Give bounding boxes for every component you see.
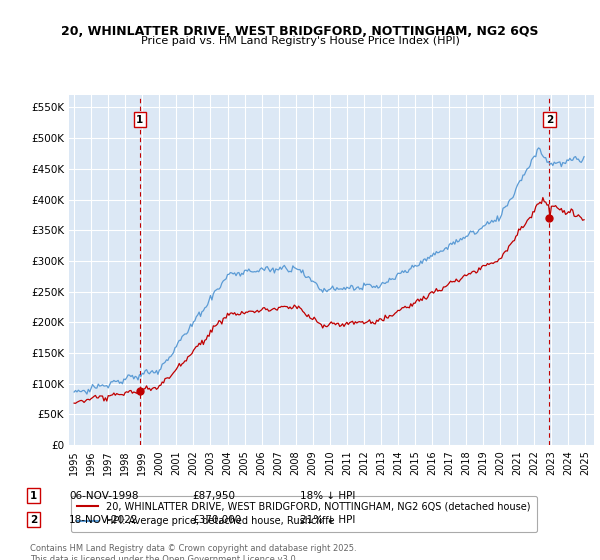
Legend: 20, WHINLATTER DRIVE, WEST BRIDGFORD, NOTTINGHAM, NG2 6QS (detached house), HPI:: 20, WHINLATTER DRIVE, WEST BRIDGFORD, NO… <box>71 496 536 532</box>
Text: 1: 1 <box>136 115 143 125</box>
Text: £370,000: £370,000 <box>192 515 241 525</box>
Text: Contains HM Land Registry data © Crown copyright and database right 2025.
This d: Contains HM Land Registry data © Crown c… <box>30 544 356 560</box>
Text: 06-NOV-1998: 06-NOV-1998 <box>69 491 139 501</box>
Text: £87,950: £87,950 <box>192 491 235 501</box>
Text: Price paid vs. HM Land Registry's House Price Index (HPI): Price paid vs. HM Land Registry's House … <box>140 36 460 46</box>
Text: 20, WHINLATTER DRIVE, WEST BRIDGFORD, NOTTINGHAM, NG2 6QS: 20, WHINLATTER DRIVE, WEST BRIDGFORD, NO… <box>61 25 539 38</box>
Text: 21% ↓ HPI: 21% ↓ HPI <box>300 515 355 525</box>
Text: 2: 2 <box>546 115 553 125</box>
Text: 18-NOV-2022: 18-NOV-2022 <box>69 515 139 525</box>
Text: 18% ↓ HPI: 18% ↓ HPI <box>300 491 355 501</box>
Text: 2: 2 <box>30 515 37 525</box>
Text: 1: 1 <box>30 491 37 501</box>
